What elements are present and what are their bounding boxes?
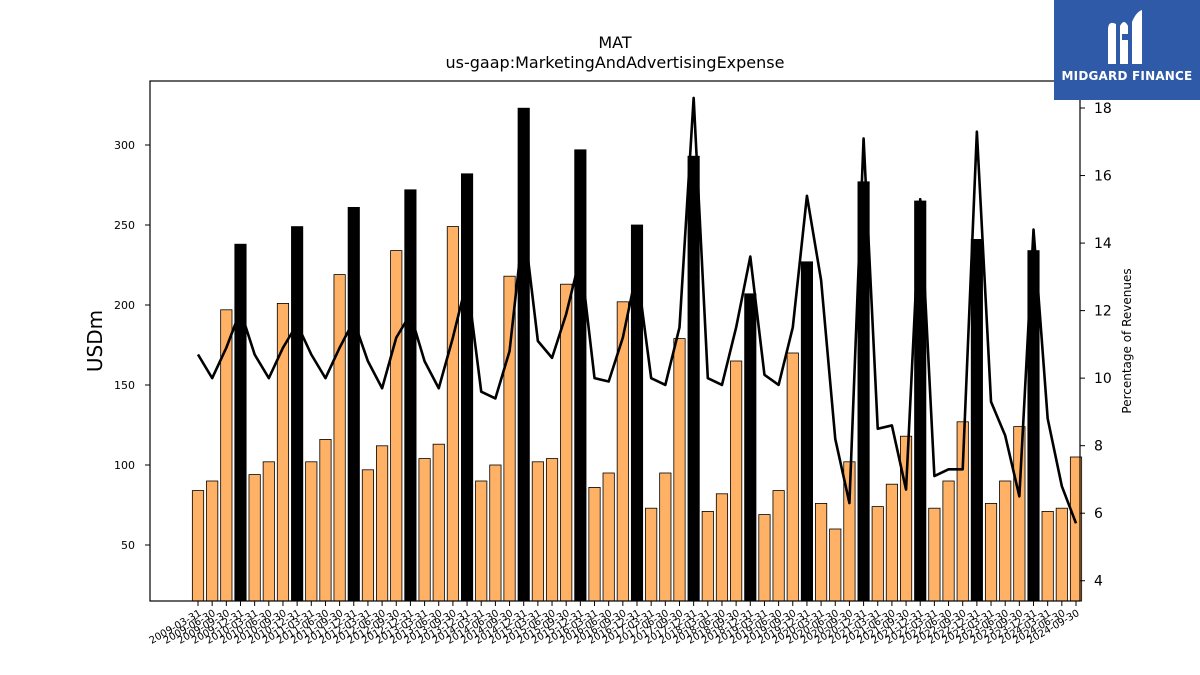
chart-title: MAT <box>598 33 632 52</box>
bar <box>432 443 445 602</box>
bar <box>758 514 771 602</box>
y2-tick-label: 14 <box>1094 236 1112 252</box>
bar <box>574 149 587 602</box>
bar <box>361 469 374 602</box>
bar <box>701 510 714 602</box>
bar <box>531 461 544 602</box>
bar <box>305 461 318 602</box>
bar <box>390 250 403 602</box>
bar <box>460 173 474 602</box>
bar <box>602 472 615 602</box>
bar <box>234 243 247 602</box>
bar <box>262 461 275 602</box>
bar <box>630 224 644 602</box>
bar <box>1055 507 1068 602</box>
bar <box>333 274 346 602</box>
bar <box>248 474 261 602</box>
y2-tick-label: 8 <box>1094 439 1103 455</box>
series-line <box>196 96 1078 524</box>
bar <box>928 507 941 602</box>
plot-frame <box>149 80 1081 602</box>
y2-tick-label: 12 <box>1094 304 1112 320</box>
bar <box>715 493 729 602</box>
bar <box>744 293 757 602</box>
bar <box>687 155 700 602</box>
bar <box>291 226 304 602</box>
bar <box>517 107 530 602</box>
bar <box>984 502 998 602</box>
y2-axis-ticks: 4 6 8 10 12 14 16 18 <box>1080 101 1112 590</box>
y2-tick-label: 10 <box>1094 371 1112 387</box>
logo-text: MIDGARD FINANCE <box>1061 69 1193 83</box>
bar <box>404 189 417 602</box>
logo: MIDGARD FINANCE <box>1054 0 1200 100</box>
y-axis-label: USDm <box>83 310 107 372</box>
y-tick-label: 250 <box>114 219 135 232</box>
logo-mark-icon <box>1108 10 1142 64</box>
bar <box>772 490 785 602</box>
bar <box>659 472 672 602</box>
bar <box>645 507 658 602</box>
y2-axis-label: Percentage of Revenues <box>1120 268 1134 413</box>
bar <box>829 528 842 602</box>
y-axis-ticks: 50 100 150 200 250 300 <box>114 139 150 552</box>
bar <box>206 480 219 602</box>
y2-tick-label: 4 <box>1094 574 1103 590</box>
bar <box>942 480 955 602</box>
y2-tick-label: 16 <box>1094 169 1112 185</box>
y-tick-label: 100 <box>114 459 135 472</box>
bar <box>319 438 332 602</box>
bar <box>999 480 1012 602</box>
bars-layer <box>191 107 1083 602</box>
bar <box>489 464 502 602</box>
y-tick-label: 150 <box>114 379 135 392</box>
y-tick-label: 50 <box>121 539 135 552</box>
bar <box>191 490 205 602</box>
y2-tick-label: 18 <box>1094 101 1112 117</box>
bar <box>1013 426 1026 602</box>
bar <box>1041 510 1054 602</box>
bar <box>730 360 743 602</box>
bar <box>800 261 814 602</box>
bar <box>900 435 913 602</box>
bar <box>376 445 389 602</box>
bar <box>560 283 573 602</box>
bar <box>885 483 898 602</box>
bar <box>418 458 431 602</box>
bar <box>673 338 686 602</box>
line-layer <box>196 96 1078 524</box>
y2-tick-label: 6 <box>1094 506 1103 522</box>
bar <box>347 206 360 602</box>
bar <box>871 506 884 602</box>
chart-subtitle: us-gaap:MarketingAndAdvertisingExpense <box>446 53 785 72</box>
y-tick-label: 300 <box>114 139 135 152</box>
bar <box>475 480 488 602</box>
y-tick-label: 200 <box>114 299 135 312</box>
bar <box>588 486 601 602</box>
bar <box>446 226 459 602</box>
bar <box>970 238 983 602</box>
x-axis-ticks: 2009-03-312009-06-302009-09-302009-12-31… <box>148 601 1082 647</box>
bar <box>545 458 559 602</box>
bar <box>786 352 799 602</box>
bar <box>815 502 828 602</box>
